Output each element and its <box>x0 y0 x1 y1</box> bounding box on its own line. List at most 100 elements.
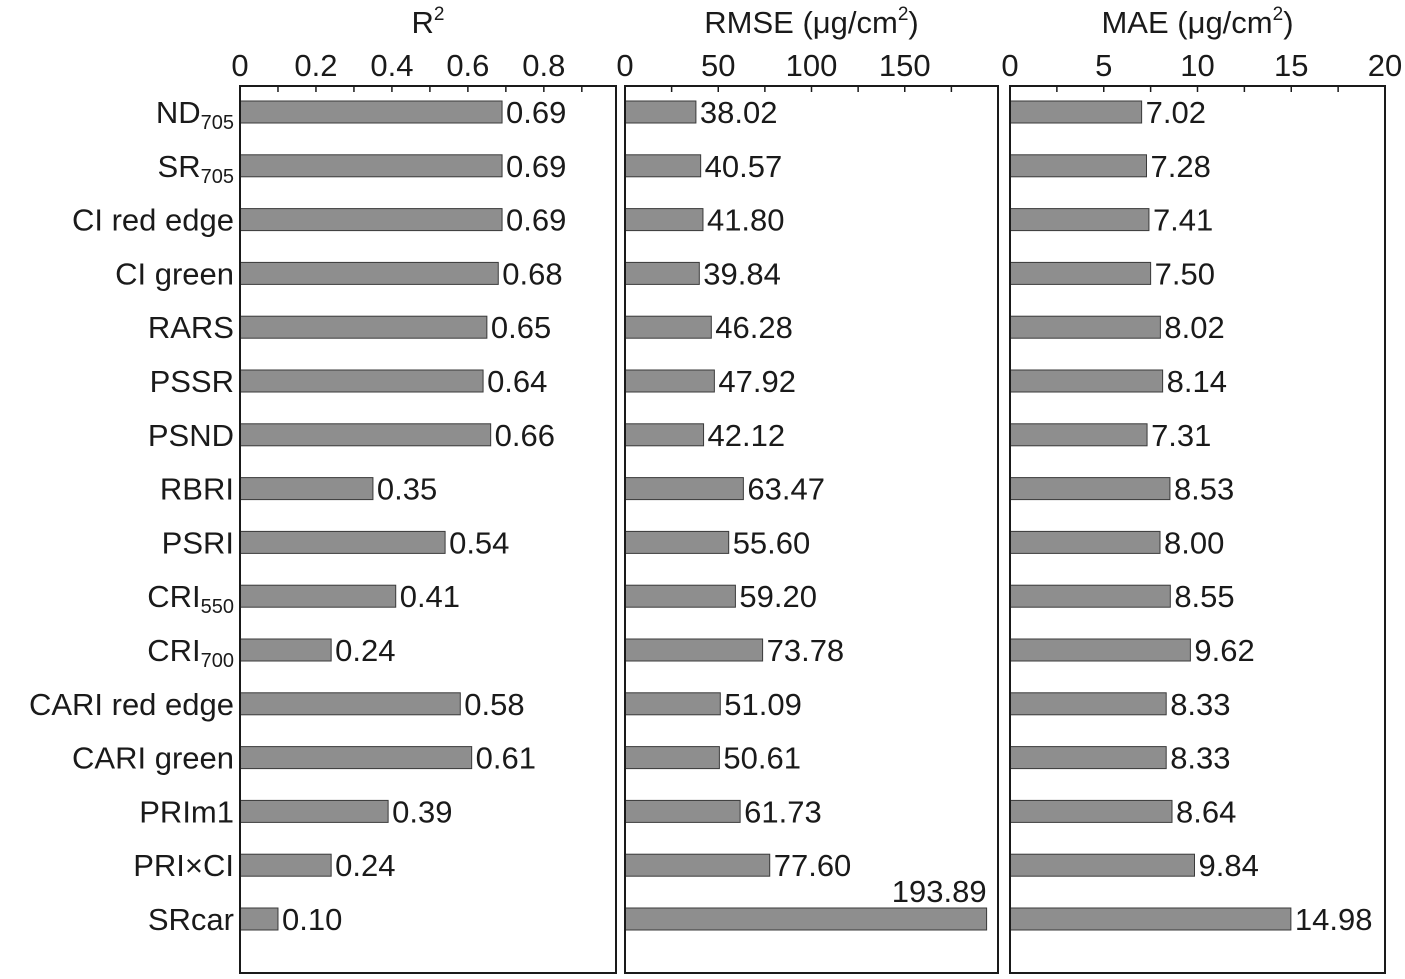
bar-value-label: 0.54 <box>449 525 509 560</box>
bar-value-label: 8.53 <box>1174 472 1234 507</box>
bar-value-label: 77.60 <box>774 848 852 883</box>
bar <box>239 799 389 823</box>
bar-value-label: 38.02 <box>700 95 778 130</box>
panel-frame <box>624 85 999 974</box>
bar-value-label: 0.10 <box>282 902 342 937</box>
category-label: CARI red edge <box>29 687 234 722</box>
category-label: CRI550 <box>147 579 234 618</box>
bar-value-label: 0.39 <box>392 794 452 829</box>
bar-value-label: 8.55 <box>1174 579 1234 614</box>
category-label: RBRI <box>160 472 234 507</box>
bar-value-label: 193.89 <box>892 874 987 909</box>
bar-value-label: 8.64 <box>1176 794 1236 829</box>
bar <box>239 100 503 124</box>
bar <box>1009 638 1191 662</box>
category-label: SRcar <box>148 902 234 937</box>
bar <box>624 853 771 877</box>
category-label: CI red edge <box>72 203 234 238</box>
bar <box>1009 692 1167 716</box>
bar <box>239 692 461 716</box>
panel-2: RMSE (μg/cm2) 0 50 100 150 38.02 40.57 41.80 39.… <box>616 4 999 974</box>
x-tick-label: 150 <box>879 48 931 83</box>
bar-value-label: 0.68 <box>502 256 562 291</box>
x-tick-label: 0.8 <box>522 48 565 83</box>
bar <box>624 261 700 285</box>
bar <box>624 154 702 178</box>
bar-value-label: 0.41 <box>400 579 460 614</box>
bar <box>624 692 721 716</box>
bar-value-label: 8.33 <box>1170 741 1230 776</box>
x-tick-label: 0.4 <box>370 48 413 83</box>
bar <box>239 369 484 393</box>
bar <box>239 907 279 931</box>
bar <box>624 799 741 823</box>
category-label: ND705 <box>156 95 234 134</box>
x-tick-label: 0.2 <box>294 48 337 83</box>
bar-value-label: 9.62 <box>1194 633 1254 668</box>
bar <box>624 746 720 770</box>
bar <box>239 261 499 285</box>
bar-value-label: 55.60 <box>733 525 811 560</box>
bar-value-label: 46.28 <box>715 310 793 345</box>
category-label: PSSR <box>150 364 234 399</box>
category-label: SR705 <box>158 149 234 188</box>
x-tick-label: 50 <box>701 48 735 83</box>
category-label: PSND <box>148 418 234 453</box>
bar-value-label: 40.57 <box>705 149 783 184</box>
category-label: RARS <box>148 310 234 345</box>
bar <box>1009 369 1164 393</box>
x-tick-label: 0 <box>616 48 633 83</box>
bar-value-label: 41.80 <box>707 203 785 238</box>
bar-value-label: 0.69 <box>506 95 566 130</box>
bar-value-label: 63.47 <box>747 472 825 507</box>
bar <box>624 907 988 931</box>
bar <box>1009 261 1152 285</box>
x-tick-label: 20 <box>1368 48 1402 83</box>
bar-value-label: 50.61 <box>723 741 801 776</box>
bar <box>239 208 503 232</box>
bar <box>1009 315 1161 339</box>
bar <box>239 746 473 770</box>
bar <box>239 315 488 339</box>
bar <box>1009 154 1147 178</box>
bar-value-label: 7.28 <box>1151 149 1211 184</box>
bar-value-label: 9.84 <box>1199 848 1259 883</box>
bar <box>1009 208 1150 232</box>
bar <box>1009 477 1171 501</box>
bar-value-label: 0.24 <box>335 848 395 883</box>
bar <box>1009 423 1148 447</box>
bar <box>239 154 503 178</box>
bar <box>1009 799 1173 823</box>
bar <box>1009 853 1195 877</box>
panel-title: MAE (μg/cm2) <box>1101 4 1293 40</box>
panel-frame <box>239 85 617 974</box>
panel-title: RMSE (μg/cm2) <box>704 4 918 40</box>
bar-value-label: 7.41 <box>1153 203 1213 238</box>
panel-title: R2 <box>412 4 445 40</box>
panel-1: R2 0 0.2 0.4 0.6 0.8 0.69 0.69 0.69 0.68 0.65 0.64 0… <box>231 4 617 974</box>
bar <box>624 423 705 447</box>
bar <box>624 315 712 339</box>
bar <box>624 477 744 501</box>
panel-frame <box>1009 85 1386 974</box>
x-tick-label: 10 <box>1180 48 1214 83</box>
bar <box>1009 907 1292 931</box>
panel-3: MAE (μg/cm2) 0 5 10 15 20 7.02 7.28 7.41 7.50 8.02… <box>1001 4 1402 974</box>
bar <box>624 584 736 608</box>
category-label: PRIm1 <box>139 794 234 829</box>
bar-value-label: 0.65 <box>491 310 551 345</box>
bar-value-label: 0.35 <box>377 472 437 507</box>
bar-value-label: 39.84 <box>703 256 781 291</box>
bar-value-label: 0.69 <box>506 149 566 184</box>
bar <box>1009 100 1143 124</box>
bar-value-label: 73.78 <box>767 633 845 668</box>
bar <box>239 853 332 877</box>
bar <box>239 423 492 447</box>
bar-value-label: 0.64 <box>487 364 547 399</box>
bar-value-label: 0.69 <box>506 203 566 238</box>
bar-value-label: 51.09 <box>724 687 802 722</box>
bar-value-label: 7.02 <box>1146 95 1206 130</box>
category-label: CRI700 <box>147 633 234 672</box>
bar-value-label: 7.31 <box>1151 418 1211 453</box>
